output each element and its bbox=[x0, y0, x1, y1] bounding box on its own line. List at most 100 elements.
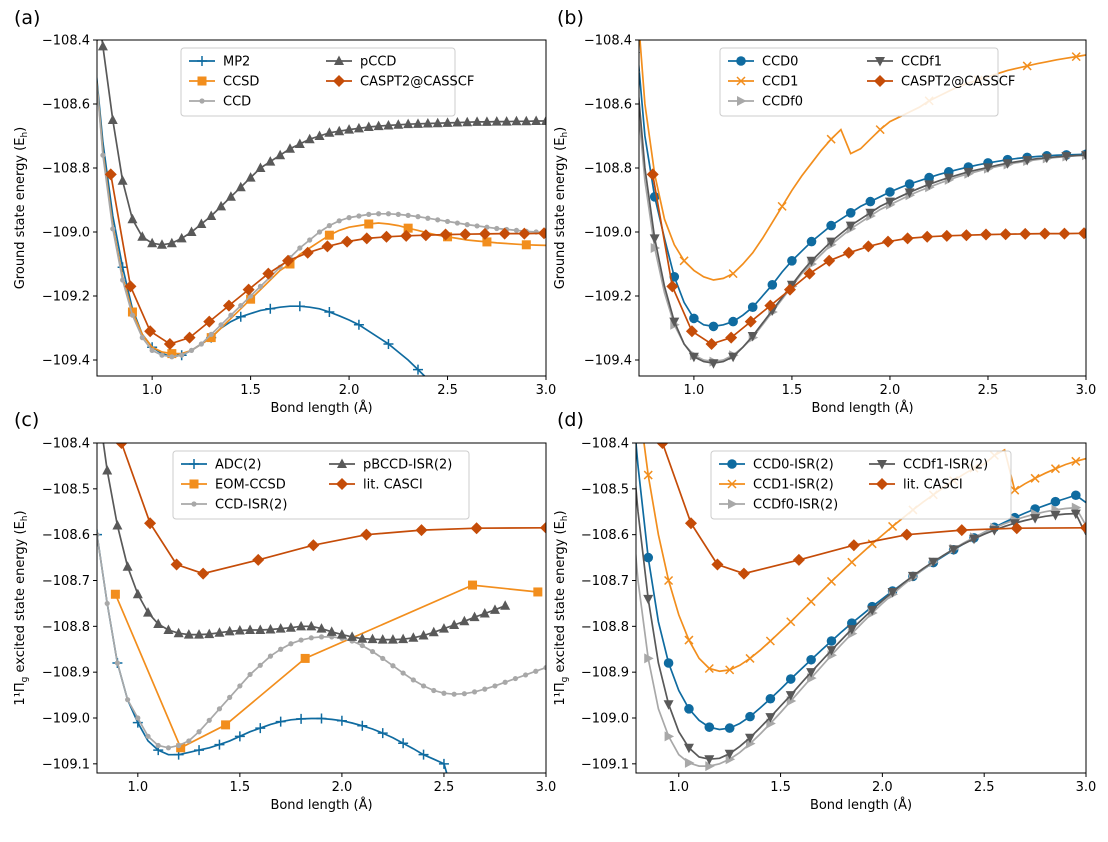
data-point bbox=[400, 670, 406, 676]
data-point bbox=[196, 729, 202, 735]
data-point bbox=[1071, 456, 1081, 466]
data-point bbox=[1081, 151, 1086, 161]
data-point bbox=[147, 237, 158, 248]
data-point bbox=[129, 312, 136, 318]
legend-marker bbox=[727, 479, 737, 489]
data-point bbox=[875, 125, 885, 135]
data-point bbox=[122, 561, 133, 571]
data-point bbox=[459, 228, 472, 241]
x-tick-label: 3.0 bbox=[536, 383, 557, 398]
data-point bbox=[252, 553, 265, 566]
data-point bbox=[438, 623, 449, 633]
data-point bbox=[955, 524, 968, 537]
data-point bbox=[82, 323, 92, 333]
data-point bbox=[222, 299, 235, 312]
data-point bbox=[235, 181, 246, 192]
series-group bbox=[630, 19, 1086, 369]
data-point bbox=[846, 625, 857, 635]
x-tick-label: 3.0 bbox=[1076, 780, 1097, 795]
data-point bbox=[1058, 227, 1071, 240]
data-point bbox=[1071, 490, 1081, 501]
y-tick-label: −108.6 bbox=[584, 98, 632, 113]
data-point bbox=[904, 188, 915, 198]
x-tick-label: 1.0 bbox=[684, 383, 705, 398]
y-tick-label: −109.1 bbox=[581, 757, 629, 772]
data-point bbox=[643, 552, 654, 563]
data-point bbox=[630, 19, 640, 29]
panel-label: (b) bbox=[557, 7, 584, 29]
data-point bbox=[145, 733, 151, 739]
legend-label: EOM-CCSD bbox=[215, 478, 286, 493]
data-point bbox=[316, 229, 323, 235]
data-point bbox=[360, 232, 373, 245]
data-point bbox=[541, 115, 546, 125]
data-point bbox=[969, 534, 980, 545]
data-point bbox=[143, 607, 154, 617]
data-point bbox=[159, 352, 165, 358]
data-point bbox=[214, 627, 225, 637]
data-point bbox=[308, 635, 314, 641]
data-point bbox=[383, 119, 394, 130]
data-point bbox=[845, 208, 856, 218]
data-point bbox=[321, 240, 334, 253]
data-point bbox=[139, 335, 145, 341]
data-point bbox=[300, 653, 310, 663]
data-point bbox=[224, 625, 235, 636]
legend-label: CCDf0 bbox=[762, 95, 803, 110]
data-point bbox=[1071, 52, 1081, 62]
data-point bbox=[196, 218, 207, 228]
data-point bbox=[980, 228, 993, 241]
data-point bbox=[198, 341, 204, 347]
data-point bbox=[521, 240, 531, 250]
data-point bbox=[203, 315, 216, 328]
data-point bbox=[728, 316, 738, 327]
series-group bbox=[97, 40, 546, 376]
data-point bbox=[1050, 464, 1060, 474]
data-point bbox=[144, 517, 157, 530]
data-point bbox=[704, 755, 715, 765]
data-point bbox=[262, 267, 275, 280]
data-point bbox=[314, 130, 325, 140]
series-group bbox=[636, 443, 1086, 772]
x-tick-label: 2.5 bbox=[978, 383, 999, 398]
data-point bbox=[97, 532, 100, 538]
data-point bbox=[238, 303, 244, 309]
data-point bbox=[452, 117, 463, 127]
legend-label: CCD0-ISR(2) bbox=[753, 458, 834, 473]
data-point bbox=[745, 653, 755, 663]
data-point bbox=[705, 338, 718, 350]
data-point bbox=[684, 704, 694, 714]
data-point bbox=[468, 580, 478, 590]
data-point bbox=[432, 117, 443, 128]
data-point bbox=[803, 267, 816, 280]
data-point bbox=[461, 691, 467, 697]
data-point bbox=[725, 665, 735, 675]
legend: CCD0-ISR(2) CCD1-ISR(2) CCDf0-ISR(2) CCDf1-… bbox=[710, 450, 1012, 520]
data-point bbox=[438, 758, 449, 769]
legend-marker bbox=[728, 499, 738, 509]
x-axis-label: Bond length (Å) bbox=[270, 797, 372, 813]
legend-marker bbox=[197, 76, 207, 86]
data-point bbox=[275, 149, 286, 160]
data-point bbox=[904, 179, 915, 189]
x-tick-label: 1.5 bbox=[770, 780, 791, 795]
data-point bbox=[225, 191, 236, 201]
y-tick-label: −109.0 bbox=[42, 226, 90, 241]
data-point bbox=[999, 228, 1012, 241]
data-point bbox=[104, 168, 117, 181]
data-point bbox=[823, 254, 836, 267]
data-point bbox=[265, 624, 276, 634]
data-point bbox=[492, 683, 498, 689]
series-line-ccdf1-isr-2- bbox=[636, 479, 1086, 761]
data-point bbox=[806, 654, 816, 665]
data-point bbox=[746, 738, 756, 749]
data-point bbox=[724, 723, 735, 733]
data-point bbox=[513, 227, 520, 233]
series-line-lit-casci bbox=[120, 443, 546, 575]
data-point bbox=[442, 117, 453, 127]
legend-marker bbox=[736, 76, 746, 86]
data-point bbox=[1002, 159, 1013, 169]
panel-label: (a) bbox=[14, 7, 40, 29]
data-point bbox=[435, 217, 441, 223]
data-point bbox=[669, 317, 680, 328]
